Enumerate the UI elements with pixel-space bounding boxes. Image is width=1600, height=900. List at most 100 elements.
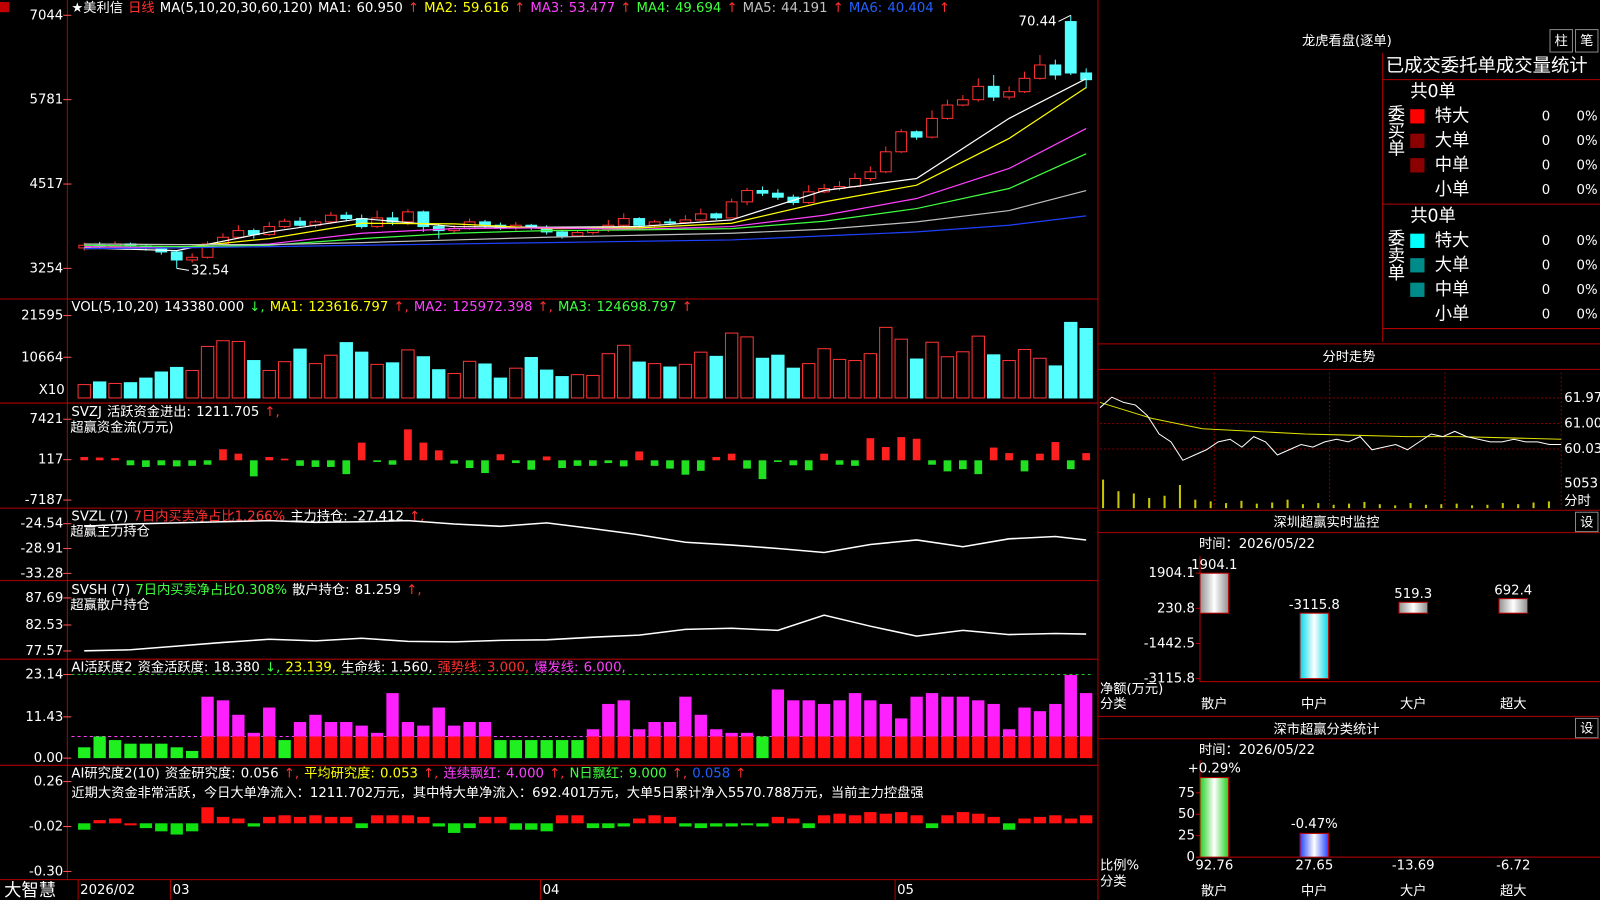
activity-bar	[555, 740, 569, 759]
intraday-price	[1099, 396, 1562, 461]
activity-top	[216, 700, 230, 737]
flow-bar	[311, 460, 320, 467]
flow-bar	[989, 447, 998, 461]
volume-bar	[909, 358, 924, 399]
header-segment: 123616.797	[308, 300, 388, 315]
header-segment: 日线	[128, 0, 155, 16]
header-segment: 资金活跃度:	[138, 659, 209, 675]
y-tick-label: 7044	[30, 8, 64, 23]
settings-button[interactable]	[1575, 511, 1599, 533]
intraday-volume	[1271, 502, 1274, 509]
candle-body	[710, 213, 723, 219]
activity-top	[247, 732, 260, 737]
header-segment: MA5:	[743, 1, 776, 16]
activity-bar	[93, 736, 106, 759]
category-label: 中户	[1301, 695, 1328, 712]
volume-bar	[123, 382, 138, 399]
volume-bar	[92, 381, 107, 399]
header-segment: ↑,	[549, 766, 564, 781]
flow-bar	[666, 460, 674, 469]
flow-bar	[1005, 453, 1013, 461]
row-count: 0	[1542, 283, 1550, 298]
y-tick-label: 75	[1178, 786, 1195, 801]
settings-label[interactable]: 设	[1580, 721, 1593, 737]
volume-bar	[987, 354, 1001, 399]
activity-base	[848, 736, 862, 759]
research-bar	[972, 813, 985, 824]
candle-body	[170, 251, 183, 261]
candle-body	[694, 213, 707, 221]
activity-top	[771, 689, 785, 737]
header-segment: MA3:	[558, 300, 591, 315]
header-segment: 81.259	[355, 583, 401, 598]
settings-button[interactable]	[1575, 717, 1599, 739]
flow-bar	[712, 456, 721, 461]
flow-bar	[388, 460, 397, 465]
flow-bar	[835, 460, 844, 465]
volume-bar	[724, 332, 739, 399]
volume-bar	[154, 371, 168, 399]
group-label: 委买单	[1384, 105, 1405, 157]
flow-bar	[527, 460, 536, 470]
button-label[interactable]: 笔	[1580, 33, 1593, 49]
intraday-volume	[1286, 499, 1289, 509]
flow-bar	[142, 460, 150, 467]
y-tick-label: -3115.8	[1144, 672, 1195, 687]
volume-bar	[848, 360, 862, 399]
date-label: 2026/02	[80, 883, 135, 898]
candle-body	[879, 151, 892, 173]
flow-bar	[511, 460, 520, 464]
activity-top	[448, 725, 461, 737]
candle-body	[756, 190, 769, 194]
activity-top	[370, 732, 384, 737]
y-tick-label: 7421	[30, 412, 64, 427]
candle-body	[771, 192, 784, 198]
activity-base	[725, 736, 738, 759]
candle-body	[386, 217, 399, 223]
activity-top	[833, 700, 846, 737]
category-bar	[1398, 601, 1429, 614]
header-segment: MA6:	[849, 1, 882, 16]
button-label[interactable]: 柱	[1555, 33, 1568, 49]
activity-bar	[108, 740, 122, 759]
research-bar	[185, 823, 199, 832]
menu-icon[interactable]	[0, 2, 10, 13]
x-axis-label: 分类	[1100, 874, 1127, 890]
category-label: 大户	[1400, 695, 1427, 712]
header-segment: MA1:	[270, 300, 303, 315]
header-segment: 40.404	[887, 1, 933, 16]
volume-bar	[678, 363, 693, 399]
header-segment: 124698.797	[596, 300, 676, 315]
button[interactable]	[1549, 29, 1573, 53]
candle-body	[1018, 77, 1031, 93]
candle-body	[571, 232, 584, 237]
research-bar	[478, 816, 492, 824]
research-bar	[802, 823, 815, 829]
volume-bar	[802, 363, 816, 399]
high-annotation: 70.44	[1019, 14, 1057, 29]
panel-header: SVZJ 活跃资金进出: 1211.705 ↑,	[71, 404, 279, 420]
activity-top	[417, 725, 430, 737]
header-segment: ↑,	[406, 583, 421, 598]
candle-body	[972, 85, 985, 101]
bars	[1200, 572, 1529, 680]
header-segment: 9.000	[629, 766, 667, 781]
research-bar	[263, 816, 276, 824]
volume-bar	[1079, 327, 1093, 399]
row-count: 0	[1542, 109, 1550, 124]
x-axis-label: 分类	[1100, 696, 1127, 712]
low-annotation: 32.54	[191, 263, 229, 278]
settings-label[interactable]: 设	[1580, 514, 1593, 530]
volume-bar	[663, 366, 677, 399]
button[interactable]	[1575, 29, 1599, 53]
activity-base	[787, 736, 800, 759]
research-bar	[1018, 818, 1031, 824]
candle-body	[278, 220, 291, 228]
flow-bar	[604, 460, 613, 464]
annotation-pointer	[1058, 14, 1071, 22]
intraday-volume	[1132, 493, 1135, 509]
volume-bar	[432, 369, 446, 399]
panel-header: AI活跃度2 资金活跃度: 18.380 ↓, 23.139, 生命线: 1.560, 强势线…	[71, 658, 625, 675]
header-segment: ↑,	[284, 766, 299, 781]
research-bar	[448, 823, 461, 833]
